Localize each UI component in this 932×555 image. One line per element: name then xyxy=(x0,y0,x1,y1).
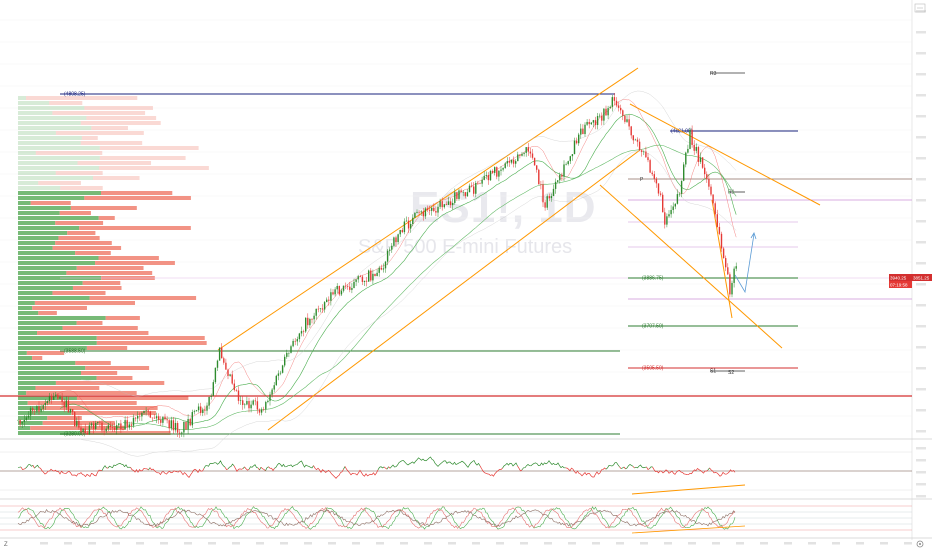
pivot-label-p: P xyxy=(640,177,644,183)
level-label-low-support-2: (3505.50) xyxy=(642,366,664,372)
level-label-bottom-left: (3280.00) xyxy=(64,432,86,438)
pivot-label-s1: S1 xyxy=(710,369,716,375)
candlesticks xyxy=(17,93,737,438)
level-label-left-support: (3588.50) xyxy=(64,349,86,355)
level-label-high: (4808.25) xyxy=(64,92,86,98)
watermark-symbol: ES1!, 1D xyxy=(410,183,597,232)
last-price-alt-text: 3851.25 xyxy=(913,276,930,281)
time-axis[interactable] xyxy=(40,542,912,545)
last-price-badge: 3940.25 07:19:58 3851.25 xyxy=(889,274,932,288)
last-price-text: 3940.25 xyxy=(890,276,907,281)
level-label-low-support-1: (3707.50) xyxy=(642,324,664,330)
price-axis-ticks xyxy=(916,10,926,433)
countdown-text: 07:19:58 xyxy=(890,283,908,288)
grid-lines xyxy=(0,19,912,417)
projection-arrow xyxy=(734,232,757,294)
pivot-label-s2: S2 xyxy=(728,370,734,376)
gear-icon[interactable] xyxy=(916,540,924,548)
level-lines xyxy=(0,72,912,435)
bottom-left-marker: Z xyxy=(4,542,8,548)
oscillator-pane[interactable] xyxy=(0,505,912,534)
rsi-pane[interactable] xyxy=(0,447,926,498)
scale-icon[interactable] xyxy=(914,3,926,13)
pivot-label-r3: R3 xyxy=(710,71,717,77)
rsi-trendline xyxy=(631,484,746,495)
volume-profile xyxy=(18,96,209,435)
pivot-label-r1: R1 xyxy=(728,190,735,196)
level-label-current-support: (3886.75) xyxy=(642,276,664,282)
